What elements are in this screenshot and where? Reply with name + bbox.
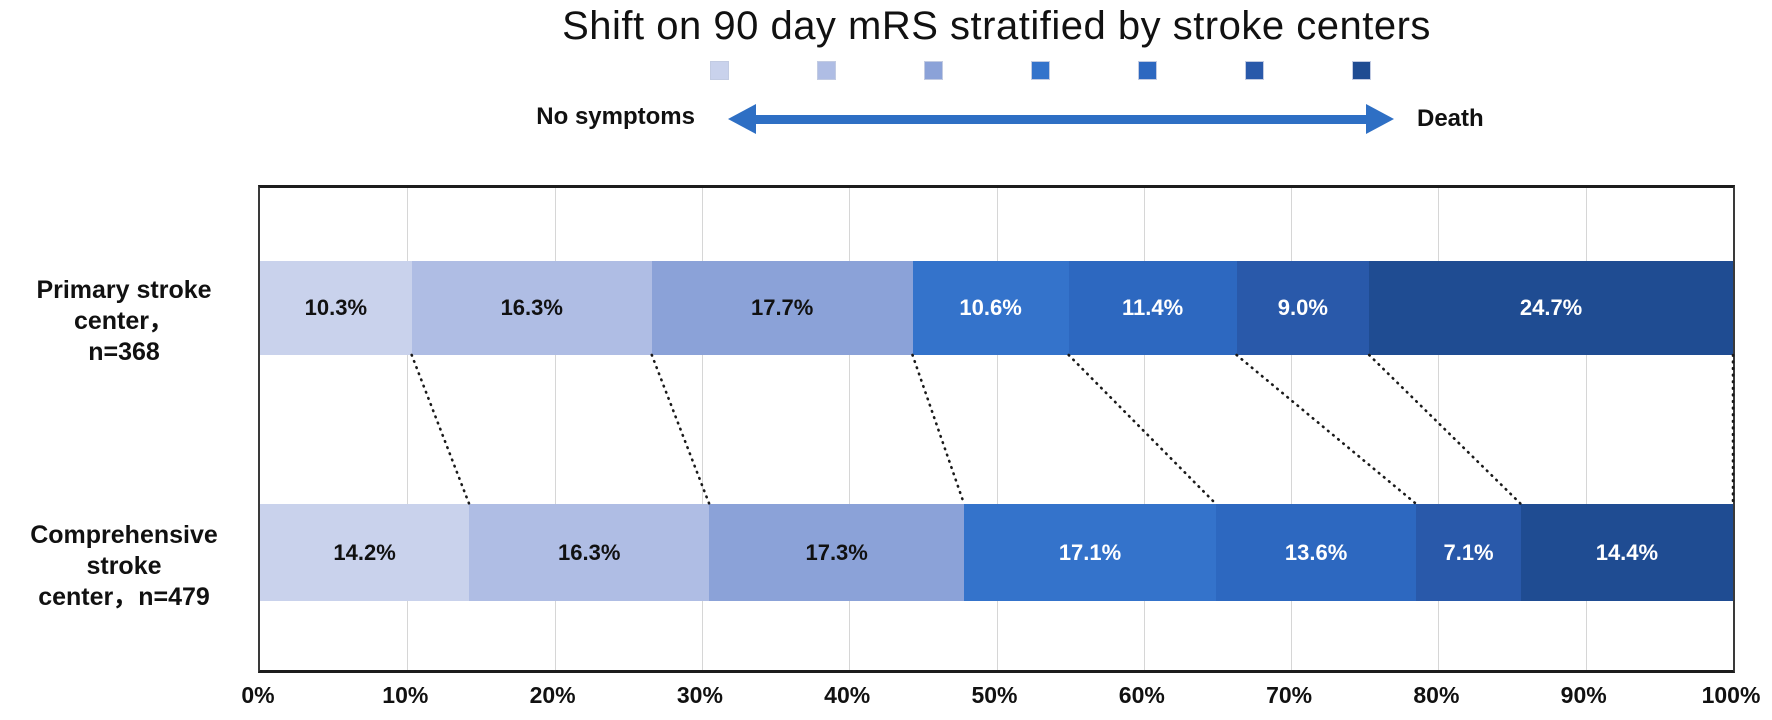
row-label-primary-line1: Primary stroke center， [36, 276, 212, 335]
segment-value-label: 14.4% [1595, 539, 1659, 565]
connector-line [1235, 353, 1418, 506]
x-tick-label: 80% [1413, 682, 1460, 708]
arrow-shaft [756, 114, 1366, 124]
bar-segment-mrs-2: 17.3% [709, 504, 965, 601]
connector-line [410, 353, 471, 506]
segment-value-label: 17.1% [1058, 539, 1122, 565]
x-axis-ticks: 0% 10% 20% 30% 40% 50% 60% 70% 80% 90% 100% [241, 682, 1760, 712]
bar-segment-mrs-5: 7.1% [1416, 504, 1521, 601]
row-label-comprehensive: Comprehensive stroke center，n=479 [0, 520, 248, 613]
bar-segment-mrs-3: 10.6% [912, 261, 1069, 355]
gridline [554, 188, 556, 670]
bar-segment-mrs-1: 16.3% [469, 504, 710, 601]
legend-swatch-mrs-3 [1031, 61, 1050, 80]
gridline [1143, 188, 1145, 670]
legend-swatch-mrs-5 [1245, 61, 1264, 80]
segment-value-label: 10.6% [959, 295, 1022, 320]
row-label-comprehensive-line1: Comprehensive stroke [30, 521, 218, 580]
x-tick-label: 100% [1701, 682, 1761, 708]
row-label-primary: Primary stroke center， n=368 [0, 275, 248, 368]
chart-title: Shift on 90 day mRS stratified by stroke… [562, 4, 1431, 48]
gridline [1438, 188, 1440, 670]
x-tick-label: 60% [1118, 682, 1165, 708]
bar-segment-mrs-4: 13.6% [1215, 504, 1417, 601]
x-tick-label: 40% [824, 682, 871, 708]
bar-segment-mrs-1: 16.3% [411, 261, 652, 355]
gridline [407, 188, 409, 670]
legend-swatch-mrs-0 [710, 61, 729, 80]
mrs-legend [710, 61, 1371, 80]
segment-value-label: 7.1% [1443, 539, 1494, 565]
legend-swatch-mrs-1 [817, 61, 836, 80]
segment-value-label: 13.6% [1284, 539, 1348, 565]
legend-swatch-mrs-4 [1138, 61, 1157, 80]
segment-value-label: 11.4% [1122, 295, 1184, 320]
bar-segment-mrs-3: 17.1% [964, 504, 1216, 601]
segment-value-label: 17.3% [805, 539, 868, 565]
segment-value-label: 24.7% [1519, 295, 1583, 320]
row-label-comprehensive-line2: center，n=479 [38, 583, 210, 611]
connector-line [650, 353, 711, 506]
connector-line [1367, 353, 1523, 506]
gridline [1291, 188, 1293, 670]
row-label-primary-line2: n=368 [88, 338, 160, 366]
segment-value-label: 16.3% [500, 295, 563, 320]
gridline [849, 188, 851, 670]
segment-value-label: 14.2% [333, 539, 396, 565]
bar-segment-mrs-4: 11.4% [1068, 261, 1237, 355]
x-tick-label: 30% [676, 682, 723, 708]
bar-segment-mrs-0: 10.3% [260, 261, 412, 355]
segment-value-label: 9.0% [1277, 295, 1328, 320]
plot-area: 10.3% 16.3% 17.7% 10.6% 11.4% 9.0% 24.7% 14.2% 1… [258, 185, 1735, 673]
connector-line [1067, 353, 1218, 506]
bar-segment-mrs-0: 14.2% [260, 504, 470, 601]
arrow-right-head-icon [1366, 104, 1394, 134]
bar-segment-mrs-6: 24.7% [1369, 261, 1733, 355]
bar-comprehensive-stroke-center: 14.2% 16.3% 17.3% 17.1% 13.6% 7.1% 14.4% [260, 504, 1733, 601]
bar-segment-mrs-2: 17.7% [651, 261, 913, 355]
gridline [996, 188, 998, 670]
segment-value-label: 10.3% [304, 295, 368, 320]
bar-segment-mrs-6: 14.4% [1520, 504, 1733, 601]
x-tick-label: 10% [382, 682, 429, 708]
bar-primary-stroke-center: 10.3% 16.3% 17.7% 10.6% 11.4% 9.0% 24.7% [260, 261, 1733, 355]
x-tick-label: 50% [971, 682, 1018, 708]
death-label: Death [1417, 105, 1484, 132]
segment-value-label: 16.3% [558, 539, 621, 565]
no-symptoms-label: No symptoms [536, 103, 695, 130]
gridline [701, 188, 703, 670]
connector-line [911, 353, 966, 506]
gridline [1585, 188, 1587, 670]
x-tick-label: 0% [241, 682, 275, 708]
bar-segment-mrs-5: 9.0% [1236, 261, 1370, 355]
x-tick-label: 70% [1266, 682, 1313, 708]
arrow-left-head-icon [728, 104, 756, 134]
legend-swatch-mrs-6 [1352, 61, 1371, 80]
segment-value-label: 17.7% [750, 295, 814, 320]
connector-lines [410, 353, 1735, 506]
double-arrow-icon [728, 102, 1394, 136]
legend-swatch-mrs-2 [924, 61, 943, 80]
x-tick-label: 90% [1560, 682, 1607, 708]
x-tick-label: 20% [529, 682, 576, 708]
